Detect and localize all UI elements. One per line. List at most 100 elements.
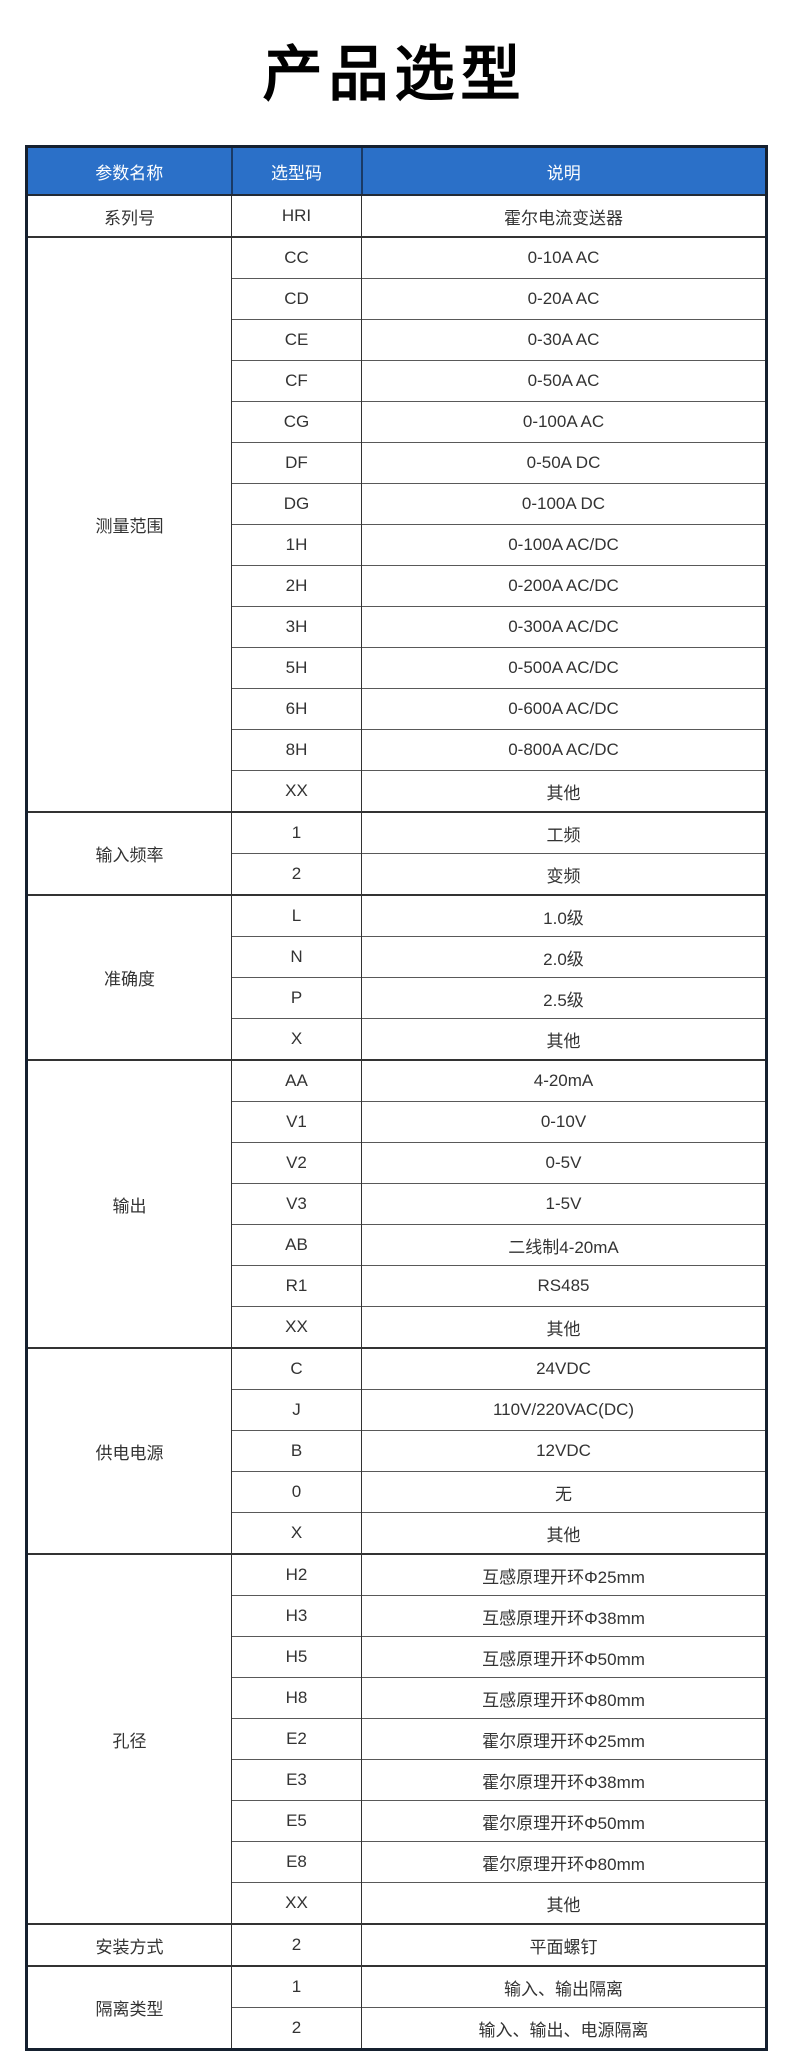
selection-code-cell: 1H: [231, 524, 362, 566]
selection-code-cell: XX: [231, 770, 362, 812]
selection-code-cell: 3H: [231, 606, 362, 648]
selection-code-cell: E5: [231, 1800, 362, 1842]
table-row: CD 0-20A AC: [27, 278, 767, 320]
column-header-description: 说明: [360, 146, 767, 196]
table-row: X 其他: [27, 1512, 767, 1554]
table-row: B 12VDC: [27, 1430, 767, 1472]
table-row: 隔离类型 1 输入、输出隔离: [26, 1965, 767, 2050]
selection-code-cell: H2: [231, 1553, 362, 1596]
description-cell: 1.0级: [361, 894, 767, 937]
table-row: H8 互感原理开环Φ80mm: [27, 1677, 767, 1719]
table-row: X 其他: [27, 1018, 767, 1060]
table-row: AB 二线制4-20mA: [27, 1224, 767, 1266]
table-row: CF 0-50A AC: [27, 360, 767, 402]
table-row: N 2.0级: [27, 936, 767, 978]
parameter-name-cell: 系列号: [26, 194, 232, 237]
selection-code-cell: V1: [231, 1101, 362, 1143]
table-row: E3 霍尔原理开环Φ38mm: [27, 1759, 767, 1801]
parameter-name-cell: 孔径: [26, 1553, 232, 1924]
description-cell: 霍尔原理开环Φ80mm: [361, 1841, 767, 1883]
description-cell: 0-10A AC: [361, 236, 767, 279]
table-row: CG 0-100A AC: [27, 401, 767, 443]
selection-code-cell: AA: [231, 1059, 362, 1102]
table-row: DF 0-50A DC: [27, 442, 767, 484]
selection-code-cell: V2: [231, 1142, 362, 1184]
selection-code-cell: 5H: [231, 647, 362, 689]
selection-code-cell: 2: [231, 853, 362, 895]
table-row: 准确度 L 1.0级: [26, 894, 767, 1060]
selection-code-cell: H5: [231, 1636, 362, 1678]
selection-code-cell: E2: [231, 1718, 362, 1760]
table-row: E2 霍尔原理开环Φ25mm: [27, 1718, 767, 1760]
description-cell: 1-5V: [361, 1183, 767, 1225]
description-cell: 0-800A AC/DC: [361, 729, 767, 771]
table-row: P 2.5级: [27, 977, 767, 1019]
description-cell: 2.0级: [361, 936, 767, 978]
selection-code-cell: CG: [231, 401, 362, 443]
selection-code-cell: CE: [231, 319, 362, 361]
selection-code-cell: J: [231, 1389, 362, 1431]
selection-code-cell: 6H: [231, 688, 362, 730]
selection-code-cell: XX: [231, 1306, 362, 1348]
table-row: DG 0-100A DC: [27, 483, 767, 525]
selection-code-cell: HRI: [231, 194, 362, 237]
description-cell: 霍尔原理开环Φ25mm: [361, 1718, 767, 1760]
description-cell: 其他: [361, 1882, 767, 1924]
table-row: 孔径 H2 互感原理开环Φ25mm: [26, 1553, 767, 1924]
table-row: XX 其他: [27, 770, 767, 812]
selection-code-cell: CF: [231, 360, 362, 402]
selection-code-cell: 1: [231, 1965, 362, 2008]
parameter-name-cell: 供电电源: [26, 1347, 232, 1554]
selection-code-cell: V3: [231, 1183, 362, 1225]
selection-code-cell: 0: [231, 1471, 362, 1513]
table-row: 2H 0-200A AC/DC: [27, 565, 767, 607]
parameter-name-cell: 隔离类型: [26, 1965, 232, 2050]
table-row: E8 霍尔原理开环Φ80mm: [27, 1841, 767, 1883]
table-header: 参数名称 选型码 说明: [26, 146, 767, 196]
table-row: XX 其他: [27, 1306, 767, 1348]
description-cell: 互感原理开环Φ80mm: [361, 1677, 767, 1719]
selection-code-cell: CD: [231, 278, 362, 320]
description-cell: 2.5级: [361, 977, 767, 1019]
selection-code-cell: DG: [231, 483, 362, 525]
table-row: E5 霍尔原理开环Φ50mm: [27, 1800, 767, 1842]
selection-code-cell: 2: [231, 1923, 362, 1966]
description-cell: 0-5V: [361, 1142, 767, 1184]
selection-code-cell: DF: [231, 442, 362, 484]
description-cell: 0-100A AC: [361, 401, 767, 443]
selection-code-cell: B: [231, 1430, 362, 1472]
description-cell: 0-10V: [361, 1101, 767, 1143]
table-header-row: 参数名称 选型码 说明: [26, 146, 767, 196]
selection-code-cell: H3: [231, 1595, 362, 1637]
description-cell: 0-20A AC: [361, 278, 767, 320]
selection-code-cell: XX: [231, 1882, 362, 1924]
table-row: 供电电源 C 24VDC: [26, 1347, 767, 1554]
table-row: 3H 0-300A AC/DC: [27, 606, 767, 648]
description-cell: 输入、输出、电源隔离: [361, 2007, 767, 2050]
table-row: 测量范围 CC 0-10A AC: [26, 236, 767, 812]
table-row: J 110V/220VAC(DC): [27, 1389, 767, 1431]
table-row: H3 互感原理开环Φ38mm: [27, 1595, 767, 1637]
table-row: 系列号 HRI 霍尔电流变送器: [26, 194, 767, 237]
selection-code-cell: L: [231, 894, 362, 937]
parameter-name-cell: 输出: [26, 1059, 232, 1348]
selection-code-cell: 2: [231, 2007, 362, 2050]
description-cell: 互感原理开环Φ25mm: [361, 1553, 767, 1596]
selection-code-cell: N: [231, 936, 362, 978]
column-header-selection-code: 选型码: [230, 146, 362, 196]
parameter-name-cell: 测量范围: [26, 236, 232, 812]
table-row: H5 互感原理开环Φ50mm: [27, 1636, 767, 1678]
description-cell: 0-100A DC: [361, 483, 767, 525]
column-header-parameter-name: 参数名称: [26, 146, 232, 196]
selection-code-cell: C: [231, 1347, 362, 1390]
table-row: 1H 0-100A AC/DC: [27, 524, 767, 566]
selection-code-cell: 8H: [231, 729, 362, 771]
description-cell: 0-300A AC/DC: [361, 606, 767, 648]
description-cell: 110V/220VAC(DC): [361, 1389, 767, 1431]
description-cell: RS485: [361, 1265, 767, 1307]
description-cell: 其他: [361, 1306, 767, 1348]
table-row: 安装方式 2 平面螺钉: [26, 1923, 767, 1966]
description-cell: 其他: [361, 1018, 767, 1060]
description-cell: 0-600A AC/DC: [361, 688, 767, 730]
